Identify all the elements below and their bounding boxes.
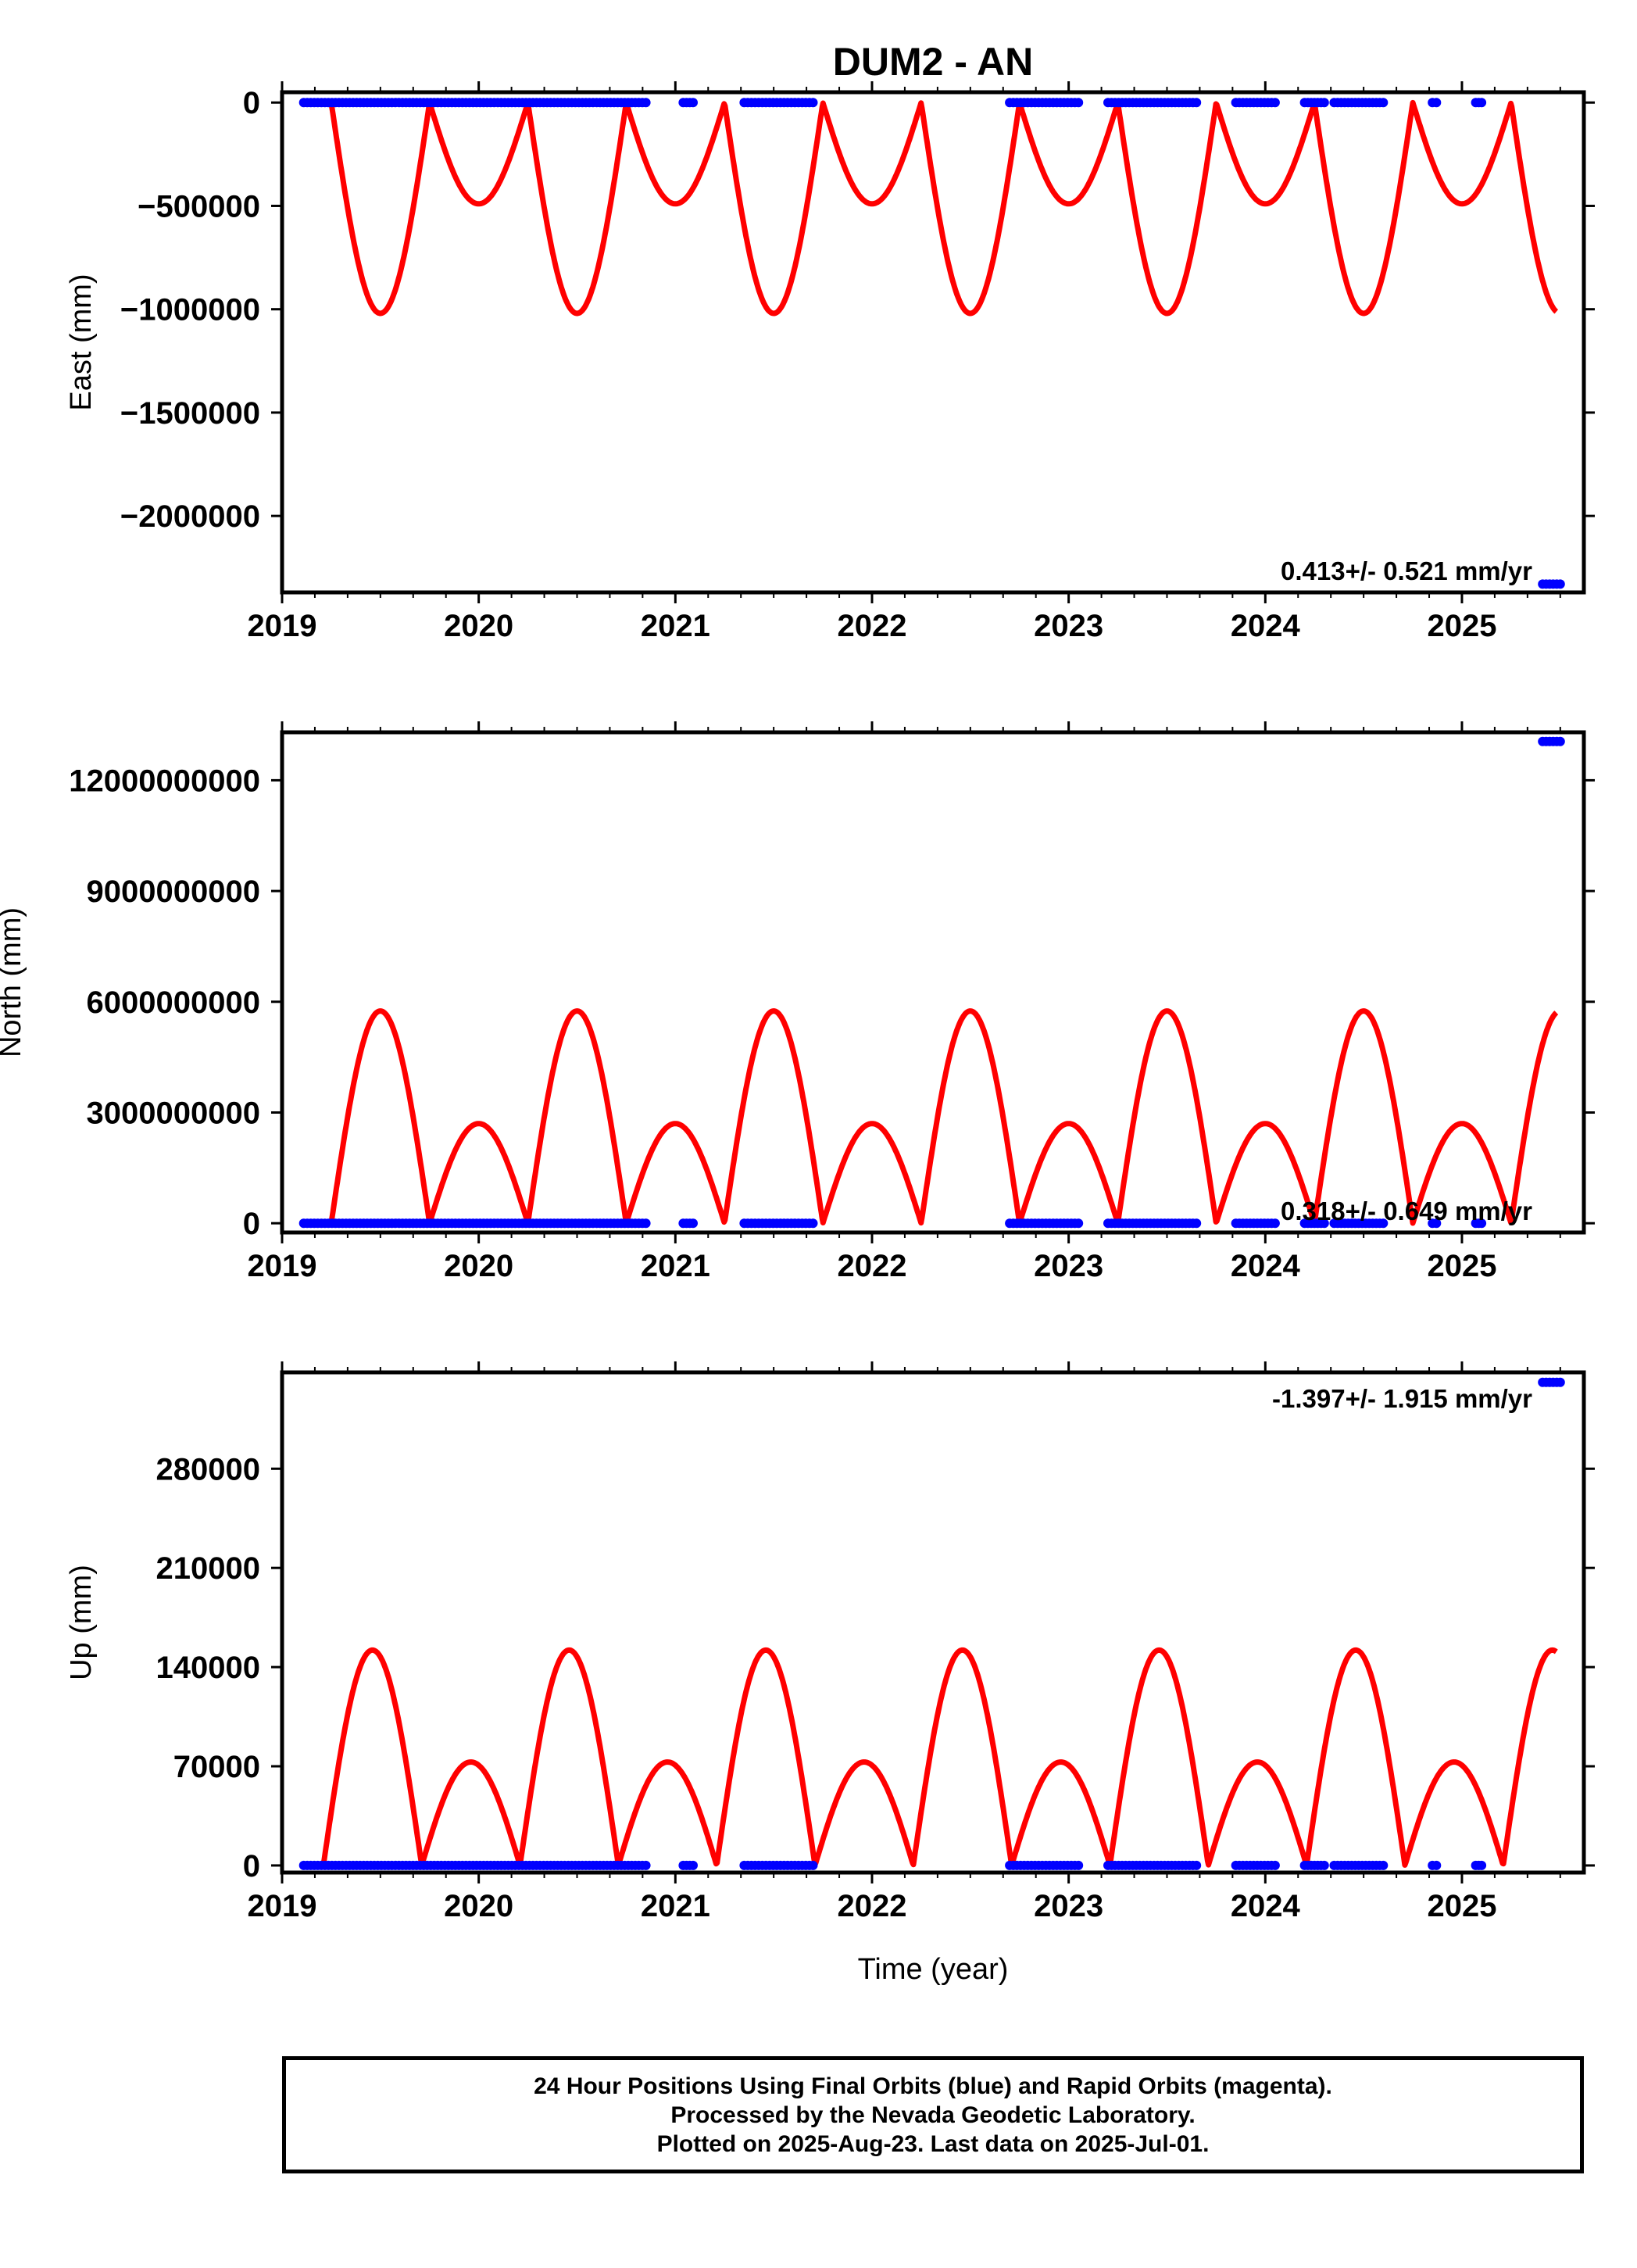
final-orbit-point <box>1477 1218 1487 1229</box>
x-tick-label: 2019 <box>248 609 317 643</box>
x-tick-label: 2019 <box>248 1249 317 1283</box>
model-curve <box>328 99 1559 317</box>
final-orbit-point <box>1431 1860 1442 1870</box>
footer-line-3: Plotted on 2025-Aug-23. Last data on 202… <box>656 2130 1210 2157</box>
rate-label: -1.397+/- 1.915 mm/yr <box>1272 1384 1532 1413</box>
final-orbit-point <box>1074 1860 1084 1870</box>
final-orbit-point <box>1192 1218 1202 1229</box>
y-tick-label: 280000 <box>156 1452 260 1486</box>
model-curve <box>320 1647 1559 1869</box>
plot-frame <box>280 90 1586 595</box>
y-tick-label: 0 <box>243 86 260 120</box>
final-orbit-point <box>1319 1860 1329 1870</box>
final-orbit-point <box>688 98 698 108</box>
final-orbit-point <box>1555 579 1565 589</box>
final-orbit-point <box>641 98 651 108</box>
x-tick-label: 2024 <box>1231 1889 1301 1923</box>
x-tick-label: 2022 <box>837 609 906 643</box>
model-curve <box>328 1008 1559 1226</box>
panel-up: 2019 2020 2021 2022 2023 2024 2025 0 70000 140000… <box>65 1361 1595 1923</box>
plot-frame <box>280 730 1586 1235</box>
final-orbit-point <box>1477 1860 1487 1870</box>
x-tick-label: 2020 <box>444 609 513 643</box>
footer-line-1: 24 Hour Positions Using Final Orbits (bl… <box>534 2073 1332 2099</box>
final-orbit-point <box>1431 98 1442 108</box>
final-orbit-point <box>808 1218 818 1229</box>
plot-frame <box>280 1370 1586 1875</box>
x-tick-label: 2022 <box>837 1249 906 1283</box>
y-axis-label: Up (mm) <box>65 1565 98 1680</box>
x-tick-label: 2020 <box>444 1889 513 1923</box>
final-orbit-point <box>808 98 818 108</box>
final-orbit-point <box>641 1218 651 1229</box>
x-tick-label: 2021 <box>641 1889 710 1923</box>
rate-label: 0.318+/- 0.649 mm/yr <box>1281 1197 1532 1225</box>
final-orbit-point <box>1074 1218 1084 1229</box>
final-orbit-point <box>1378 1860 1389 1870</box>
x-axis-label: Time (year) <box>858 1953 1009 1986</box>
footer-line-2: Processed by the Nevada Geodetic Laborat… <box>670 2102 1196 2128</box>
y-tick-label: 12000000000 <box>69 764 260 798</box>
final-orbit-point <box>641 1860 651 1870</box>
y-tick-label: 6000000000 <box>87 986 260 1020</box>
rate-label: 0.413+/- 0.521 mm/yr <box>1281 556 1532 585</box>
y-tick-label: −500000 <box>138 189 260 224</box>
x-tick-label: 2025 <box>1427 1889 1496 1923</box>
x-tick-label: 2025 <box>1427 1249 1496 1283</box>
y-tick-label: 0 <box>243 1207 260 1241</box>
x-tick-label: 2019 <box>248 1889 317 1923</box>
final-orbit-point <box>808 1860 818 1870</box>
final-orbit-point <box>1477 98 1487 108</box>
panel-east: 2019 2020 2021 2022 2023 2024 2025 0 −500000 −100… <box>65 81 1595 643</box>
y-tick-label: −1000000 <box>120 293 260 327</box>
x-tick-label: 2022 <box>837 1889 906 1923</box>
final-orbit-point <box>1555 736 1565 746</box>
x-tick-label: 2024 <box>1231 609 1301 643</box>
final-orbit-point <box>1319 98 1329 108</box>
y-tick-label: 9000000000 <box>87 875 260 909</box>
final-orbit-point <box>1270 1860 1280 1870</box>
x-tick-label: 2025 <box>1427 609 1496 643</box>
plot-area <box>298 736 1565 1229</box>
y-axis-label: North (mm) <box>0 907 27 1057</box>
y-tick-label: 140000 <box>156 1651 260 1685</box>
x-tick-label: 2021 <box>641 609 710 643</box>
panels: 2019 2020 2021 2022 2023 2024 2025 0 −500000 −100… <box>0 81 1595 1923</box>
final-orbit-point <box>1555 1377 1565 1387</box>
final-orbit-point <box>1074 98 1084 108</box>
final-orbit-point <box>1431 1218 1442 1229</box>
final-orbit-point <box>1270 1218 1280 1229</box>
plot-area <box>298 1377 1565 1870</box>
x-tick-label: 2024 <box>1231 1249 1301 1283</box>
x-tick-label: 2023 <box>1034 609 1103 643</box>
y-tick-label: −2000000 <box>120 499 260 534</box>
y-axis-label: East (mm) <box>65 274 98 410</box>
footer-box: 24 Hour Positions Using Final Orbits (bl… <box>282 2056 1584 2173</box>
final-orbit-point <box>1192 1860 1202 1870</box>
y-tick-label: 70000 <box>173 1750 260 1784</box>
final-orbit-point <box>688 1860 698 1870</box>
final-orbit-point <box>1319 1218 1329 1229</box>
x-tick-label: 2021 <box>641 1249 710 1283</box>
final-orbit-point <box>1192 98 1202 108</box>
final-orbit-point <box>1270 98 1280 108</box>
y-tick-label: 0 <box>243 1849 260 1883</box>
y-tick-label: −1500000 <box>120 396 260 431</box>
chart-title: DUM2 - AN <box>833 40 1033 84</box>
y-tick-label: 210000 <box>156 1551 260 1586</box>
x-tick-label: 2023 <box>1034 1249 1103 1283</box>
final-orbit-point <box>1378 98 1389 108</box>
panel-north: 2019 2020 2021 2022 2023 2024 2025 0 3000000000 6… <box>0 721 1595 1283</box>
final-orbit-point <box>1378 1218 1389 1229</box>
x-tick-label: 2020 <box>444 1249 513 1283</box>
plot-area <box>298 98 1565 589</box>
final-orbit-point <box>688 1218 698 1229</box>
x-tick-label: 2023 <box>1034 1889 1103 1923</box>
y-tick-label: 3000000000 <box>87 1096 260 1130</box>
